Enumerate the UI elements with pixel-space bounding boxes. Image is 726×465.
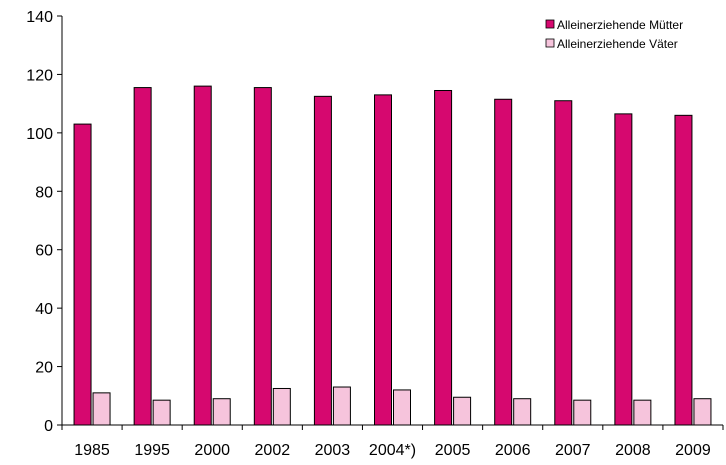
y-tick-label: 120	[26, 67, 53, 84]
legend-swatch-1	[545, 38, 555, 48]
bar-mothers-2008	[614, 113, 633, 426]
x-tick-label: 2006	[495, 442, 531, 459]
bar-fathers-2000	[212, 398, 231, 426]
y-tick-label: 100	[26, 126, 53, 143]
x-tick-label: 2009	[675, 442, 711, 459]
x-tick-label: 2000	[194, 442, 230, 459]
y-axis: 0 20 40 60 80 100 120 140	[26, 9, 63, 435]
bar-fathers-2004*)	[393, 389, 411, 426]
y-tick-label: 40	[35, 301, 53, 318]
bar-mothers-2009	[674, 114, 693, 426]
y-tick-label: 80	[35, 184, 53, 201]
legend: Alleinerziehende Mütter Alleinerziehende …	[545, 18, 683, 51]
legend-label-1: Alleinerziehende Väter	[557, 37, 678, 51]
bar-fathers-2009	[693, 398, 712, 426]
bar-mothers-2007	[554, 100, 573, 426]
x-tick-label: 1995	[134, 442, 170, 459]
bar-fathers-1985	[92, 392, 111, 426]
y-tick-label: 60	[35, 243, 53, 260]
bar-mothers-2000	[193, 85, 212, 426]
bar-fathers-1995	[152, 399, 171, 426]
bar-mothers-2006	[494, 98, 513, 426]
bar-mothers-2004*)	[374, 94, 392, 426]
y-tick-label: 20	[35, 360, 53, 377]
y-tick-label: 140	[26, 9, 53, 26]
legend-label-0: Alleinerziehende Mütter	[557, 18, 683, 32]
x-tick-label: 2004*)	[369, 442, 416, 459]
bar-fathers-2003	[332, 386, 351, 426]
bar-fathers-2005	[453, 396, 472, 426]
bar-mothers-2002	[253, 87, 272, 426]
x-tick-label: 2005	[435, 442, 471, 459]
bar-fathers-2006	[513, 398, 532, 426]
bar-fathers-2007	[573, 399, 592, 426]
x-tick-label: 1985	[74, 442, 110, 459]
bar-mothers-2003	[313, 95, 332, 426]
bar-mothers-2005	[434, 89, 453, 426]
bar-fathers-2002	[272, 387, 291, 426]
bar-fathers-2008	[633, 399, 652, 426]
bar-mothers-1985	[73, 123, 92, 426]
x-axis: 1985 1995 2000 2002 2003 2004*) 2005 2006 2007 20…	[61, 424, 724, 459]
bars	[73, 85, 712, 426]
x-tick-label: 2008	[615, 442, 651, 459]
x-tick-label: 2007	[555, 442, 591, 459]
bar-mothers-1995	[133, 87, 152, 426]
x-tick-label: 2003	[315, 442, 351, 459]
y-tick-label: 0	[44, 418, 53, 435]
x-tick-label: 2002	[255, 442, 291, 459]
legend-swatch-0	[545, 19, 555, 29]
